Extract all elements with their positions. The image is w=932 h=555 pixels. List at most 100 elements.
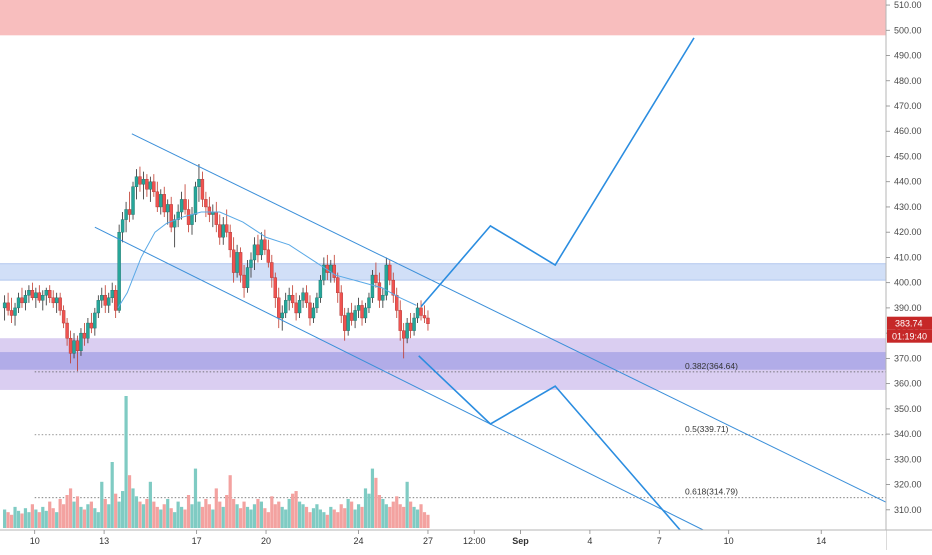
candle [256,234,260,263]
candle [336,272,340,303]
candle [65,318,69,346]
time-tick-label: 4 [587,536,592,546]
candle [152,174,156,197]
time-tick-label: 10 [30,536,40,546]
candle-body [117,231,121,311]
candle [301,287,305,308]
volume-bar [332,509,336,528]
zones-layer [0,0,886,390]
candle [162,186,166,218]
volume-bar [256,498,260,528]
candle-body [294,302,298,314]
candle-body [422,315,427,319]
candle [127,191,132,223]
candle [30,282,35,301]
candle [245,259,250,293]
volume-bar [204,498,208,528]
candle-body [228,231,232,251]
volume-bar [336,512,340,528]
candle-body [231,249,236,273]
candle [391,272,395,303]
time-tick-label: 12:00 [463,536,486,546]
candle-body [401,330,406,339]
volume-bar [127,475,132,528]
volume-bar [179,506,184,528]
volume-bar [23,508,28,528]
price-tick-label: 310.00 [894,505,922,515]
candle [61,305,66,329]
fib-level-label: 0.618(314.79) [685,487,738,497]
volume-bar [193,468,198,528]
volume-bar [311,508,316,528]
candle-body [374,274,378,283]
candle-body [89,322,94,329]
candle [252,237,257,271]
price-tick-label: 320.00 [894,480,922,490]
candle [242,265,246,298]
candle-body [297,300,302,314]
candle-body [384,264,389,296]
volume-bar [68,488,73,528]
price-axis [886,0,932,550]
bullish-projection-path[interactable] [420,37,695,308]
volume-bar [259,501,264,528]
candle-body [200,178,205,200]
candle-body [6,302,10,311]
candle-body [225,224,229,233]
candle-body [152,181,156,193]
volume-bar [162,504,166,528]
candle-body [280,312,284,319]
volume-bar [86,504,90,528]
candle [231,237,236,283]
candle [395,287,399,318]
volume-bar [291,493,295,528]
candle-body [193,186,198,215]
volume-bar [100,481,104,528]
candle-body [141,178,146,185]
volume-bar [103,498,107,528]
volume-bar [287,498,291,528]
volume-bar [197,501,201,528]
candle [16,292,21,313]
candle [270,254,274,288]
countdown-badge [887,329,932,343]
price-tick-label: 370.00 [894,353,922,363]
candle [304,285,309,308]
candle [96,295,101,318]
drawings-layer[interactable] [94,37,887,531]
candle [200,171,205,207]
price-tick-label: 500.00 [894,25,922,35]
channel-upper-line[interactable] [131,133,887,503]
volume-bar [89,501,93,528]
candle-body [259,239,264,256]
candle-body [166,204,170,213]
candle-body [263,239,267,251]
volume-bar [419,504,423,528]
price-tick-label: 410.00 [894,252,922,262]
time-tick-label: Sep [512,536,529,546]
candle-body [283,300,288,314]
volume-bar [13,506,17,528]
candle-body [301,292,305,301]
volume-bar [107,504,111,528]
volume-bar [339,504,343,528]
volume-bar [51,508,55,528]
candle [107,292,111,313]
candle-body [176,211,180,220]
channel-lower-line[interactable] [94,226,704,531]
candle-body [221,224,225,238]
volume-bar [114,493,118,528]
moving-average-line [117,211,417,309]
candle [405,318,409,344]
volume-bar [27,512,31,528]
volume-bar [297,501,302,528]
candle-body [65,322,69,339]
candle-body [138,176,142,185]
candle-body [391,279,395,296]
bearish-projection-path[interactable] [418,355,681,531]
candle-body [51,297,55,304]
candle-body [44,290,48,296]
